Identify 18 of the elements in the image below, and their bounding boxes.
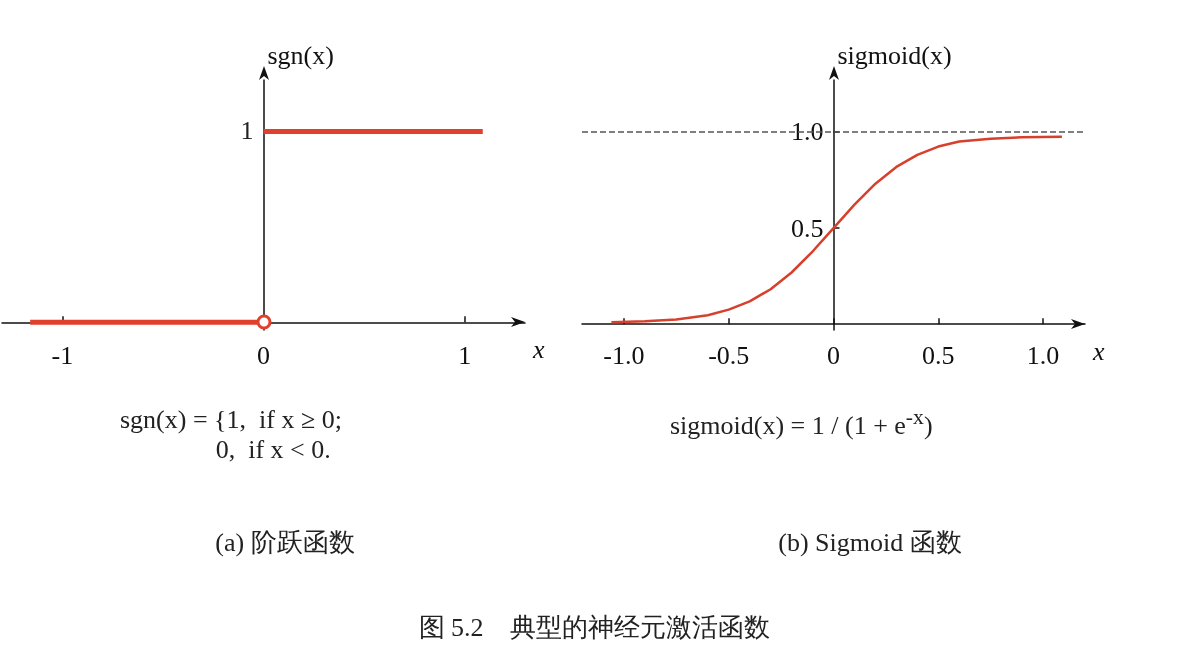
- y-axis-title: sgn(x): [267, 40, 334, 70]
- x-tick-label: 1.0: [1026, 340, 1060, 370]
- text: (a) 阶跃函数: [215, 527, 355, 557]
- annotation: 1: [239, 115, 254, 146]
- x-tick-label: -1: [51, 340, 74, 370]
- x-tick-label: 0: [827, 340, 840, 370]
- x-axis-title: x: [1092, 336, 1105, 366]
- x-tick-label: -1.0: [603, 340, 645, 370]
- x-tick-label: 0.5: [922, 340, 955, 370]
- text: sigmoid(x) = 1 / (1 + e$^{-x}$): [670, 405, 933, 441]
- x-tick-label: 0: [257, 340, 270, 370]
- text: sgn(x) = {1, if x ≥ 0; 0, if x < 0.: [120, 405, 342, 465]
- x-tick-label: 1: [458, 340, 472, 370]
- caption: 图 5.2 典型的神经元激活函数: [417, 612, 771, 644]
- x-axis-title: x: [532, 334, 545, 364]
- y-axis-title: sigmoid(x): [837, 40, 952, 70]
- x-tick-label: -0.5: [708, 340, 750, 370]
- text: (b) Sigmoid 函数: [778, 527, 962, 557]
